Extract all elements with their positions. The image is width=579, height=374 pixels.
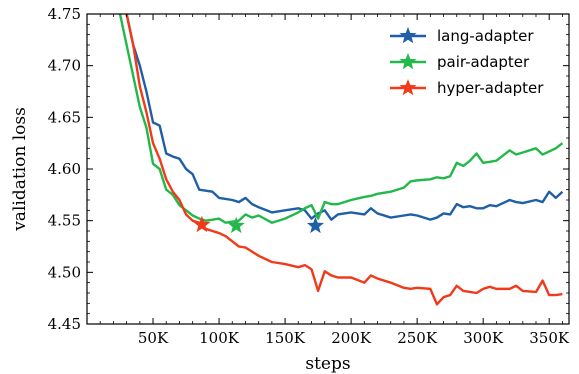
hyper-adapter-star-marker — [193, 215, 211, 233]
legend-star — [399, 53, 417, 70]
y-axis: 4.45 4.50 4.55 4.60 4.65 4.70 4.75 — [48, 5, 569, 333]
y-tick-label: 4.75 — [48, 5, 81, 23]
lang-adapter-star-marker — [306, 216, 325, 234]
pair-adapter-star-marker — [227, 216, 245, 234]
x-axis-title: steps — [305, 354, 350, 374]
x-tick-label: 200K — [331, 329, 372, 347]
x-tick-label: 250K — [397, 329, 438, 347]
x-tick-label: 150K — [265, 329, 306, 347]
legend-star — [399, 27, 417, 44]
hyper-adapter-line — [125, 14, 563, 306]
y-tick-label: 4.70 — [48, 57, 81, 75]
legend-label: pair-adapter — [437, 53, 530, 71]
lang-adapter-line — [125, 14, 564, 221]
x-tick-label: 300K — [463, 329, 504, 347]
pair-adapter-line — [118, 14, 564, 224]
y-tick-label: 4.65 — [48, 108, 81, 126]
x-axis: 50K 100K 150K 200K 250K 300K 350K — [99, 14, 570, 347]
y-tick-label: 4.60 — [48, 160, 81, 178]
x-tick-label: 50K — [138, 329, 169, 347]
legend-star — [399, 79, 417, 96]
legend-label: lang-adapter — [437, 27, 534, 45]
best-step-markers — [193, 215, 325, 234]
x-tick-label: 350K — [529, 329, 570, 347]
legend: lang-adapter pair-adapter hyper-adapter — [390, 27, 544, 97]
x-tick-label: 100K — [199, 329, 240, 347]
legend-label: hyper-adapter — [437, 79, 544, 97]
y-tick-label: 4.55 — [48, 212, 81, 230]
y-tick-label: 4.50 — [48, 263, 81, 281]
y-tick-label: 4.45 — [48, 315, 81, 333]
y-axis-title: validation loss — [10, 107, 30, 232]
series-lines — [118, 14, 564, 306]
